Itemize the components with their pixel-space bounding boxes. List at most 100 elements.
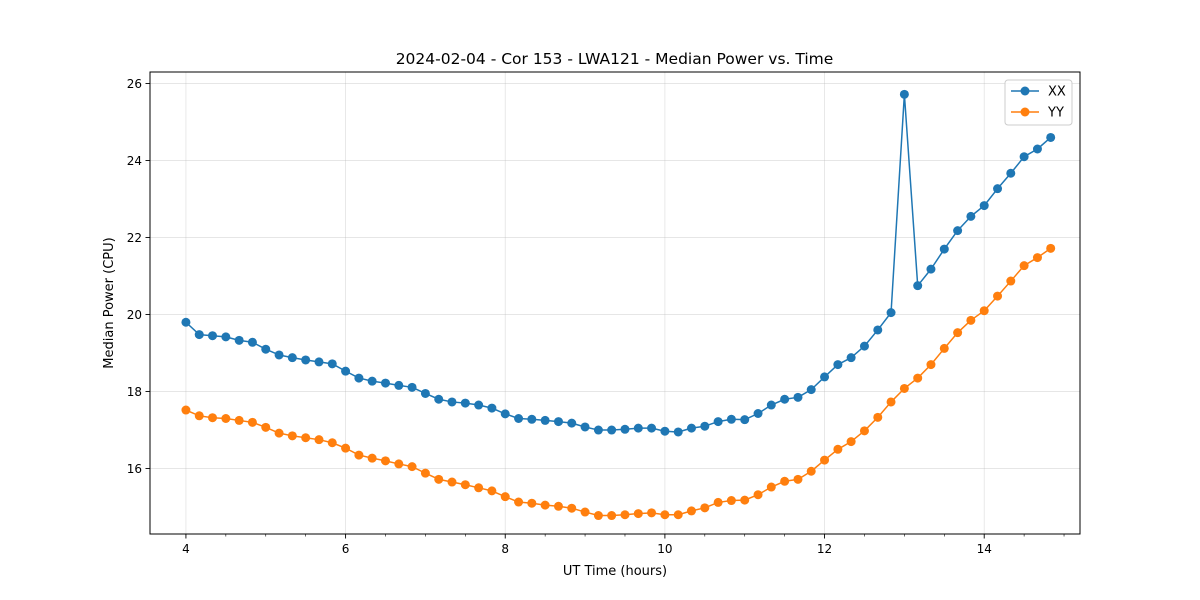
data-point-yy [740,495,750,505]
data-point-xx [247,337,257,347]
data-point-yy [660,510,670,520]
data-point-xx [447,397,457,407]
data-point-xx [633,423,643,433]
data-point-yy [434,474,444,484]
data-point-yy [686,506,696,516]
legend-label-xx: XX [1048,85,1066,100]
data-point-yy [181,405,191,415]
data-point-yy [859,426,869,436]
data-point-xx [846,353,856,363]
data-point-yy [221,414,231,423]
y-tick-label: 18 [127,385,142,399]
data-point-yy [327,438,337,448]
data-point-xx [327,359,337,369]
data-point-xx [354,373,364,383]
series-xx [181,89,1056,437]
data-point-xx [514,414,524,423]
data-point-xx [274,350,284,360]
data-point-xx [394,380,404,390]
data-point-xx [367,376,377,386]
data-point-yy [580,507,590,517]
data-point-yy [607,511,617,521]
data-point-xx [287,353,297,363]
data-point-xx [873,325,883,335]
data-point-yy [407,462,417,472]
data-point-xx [793,392,803,402]
data-point-xx [700,421,710,431]
data-point-xx [859,341,869,351]
data-point-yy [1019,261,1029,271]
data-point-xx [567,418,577,428]
x-tick-label: 14 [977,542,992,556]
data-point-yy [301,433,311,443]
data-point-yy [886,397,896,407]
data-point-yy [247,417,257,427]
data-point-xx [660,426,670,436]
x-tick-label: 12 [817,542,832,556]
data-point-yy [913,373,923,383]
y-tick-label: 20 [127,308,142,322]
data-point-xx [487,403,497,413]
data-point-xx [780,394,790,404]
data-point-yy [447,477,457,487]
data-point-yy [793,474,803,484]
data-point-yy [753,490,763,500]
data-point-yy [500,492,510,502]
data-point-xx [939,244,949,254]
data-point-xx [966,211,976,221]
data-point-yy [1046,243,1056,253]
data-point-yy [966,315,976,325]
data-point-yy [553,501,563,511]
data-point-xx [540,415,550,425]
data-point-xx [979,201,989,211]
data-point-xx [1032,144,1042,154]
data-point-yy [1006,276,1016,286]
data-point-yy [367,453,377,463]
data-point-yy [540,500,550,510]
data-point-xx [434,394,444,404]
data-point-xx [926,264,936,274]
data-point-xx [766,400,776,410]
data-point-yy [314,435,324,445]
data-point-xx [580,422,590,432]
data-point-yy [673,510,683,520]
data-point-xx [341,366,351,376]
data-point-yy [979,306,989,316]
data-point-xx [1006,168,1016,178]
data-point-yy [633,509,643,519]
data-point-xx [474,400,484,410]
data-point-xx [993,184,1003,194]
data-point-yy [514,497,524,507]
data-point-xx [913,281,923,291]
data-point-yy [766,482,776,492]
data-point-xx [833,360,843,370]
data-point-xx [726,414,736,424]
x-tick-label: 4 [182,542,190,556]
data-point-yy [873,412,883,422]
data-point-yy [474,483,484,493]
data-point-xx [806,385,816,395]
data-point-xx [301,355,311,365]
data-point-yy [380,456,390,466]
data-point-yy [274,428,284,438]
data-point-yy [820,455,830,465]
y-tick-label: 22 [127,231,142,245]
data-point-yy [700,503,710,513]
plot-frame [149,71,1081,535]
legend-marker-xx [1020,86,1030,96]
data-point-yy [620,510,630,520]
data-point-yy [593,511,603,521]
axis-ticks: 4 6 8 10 12 14 16 18 20 22 24 26 [127,77,1065,556]
data-point-yy [208,413,218,423]
data-point-xx [607,425,617,435]
data-point-xx [713,417,723,427]
data-point-yy [194,411,204,421]
data-point-xx [500,409,510,419]
data-point-yy [953,328,963,338]
data-point-xx [1046,132,1056,142]
data-point-xx [899,89,909,99]
data-point-yy [527,498,537,508]
data-point-xx [740,415,750,425]
data-point-yy [899,383,909,393]
data-point-yy [726,496,736,506]
